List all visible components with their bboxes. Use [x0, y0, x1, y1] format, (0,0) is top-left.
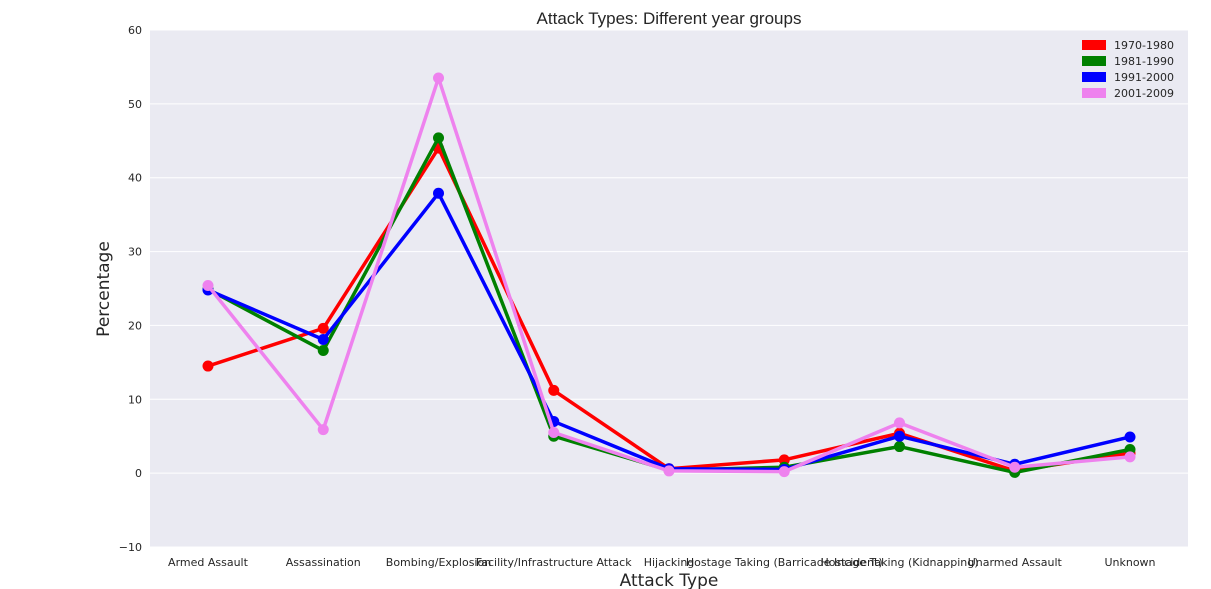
- legend-swatch: [1082, 72, 1106, 82]
- x-axis-label: Attack Type: [620, 571, 719, 589]
- x-tick-label: Assassination: [286, 556, 361, 569]
- data-point: [317, 322, 329, 334]
- data-point: [1124, 451, 1136, 463]
- data-point: [894, 430, 905, 442]
- legend: 1970-1980 1981-1990 1991-2000 2001-2009: [1082, 39, 1174, 100]
- data-point: [433, 72, 444, 84]
- x-tick-label: Hostage Taking (Kidnapping): [820, 556, 978, 569]
- legend-swatch: [1082, 56, 1106, 66]
- y-tick-label: 10: [128, 393, 142, 406]
- data-point: [433, 187, 444, 199]
- data-point: [778, 466, 790, 478]
- data-point: [317, 345, 329, 357]
- x-tick-label: Unknown: [1104, 556, 1155, 569]
- legend-label: 1970-1980: [1114, 39, 1174, 52]
- x-tick-label: Hostage Taking (Barricade Incident): [686, 556, 883, 569]
- legend-label: 1981-1990: [1114, 55, 1174, 68]
- x-tick-label: Hijacking: [644, 556, 695, 569]
- data-point: [1124, 431, 1136, 443]
- x-tick-label: Unarmed Assault: [968, 556, 1063, 569]
- chart-title: Attack Types: Different year groups: [537, 9, 802, 28]
- data-point: [317, 333, 329, 345]
- y-tick-label: 20: [128, 319, 142, 332]
- legend-label: 1991-2000: [1114, 71, 1174, 84]
- series-lines: [202, 72, 1136, 478]
- series-2001-2009: [202, 72, 1136, 478]
- data-point: [202, 280, 214, 292]
- y-tick-label: 40: [128, 172, 142, 185]
- x-tick-label: Facility/Infrastructure Attack: [476, 556, 632, 569]
- data-point: [548, 384, 560, 396]
- y-tick-label: 50: [128, 98, 142, 111]
- legend-swatch: [1082, 40, 1106, 50]
- x-tick-label: Armed Assault: [168, 556, 249, 569]
- data-point: [663, 465, 675, 477]
- legend-swatch: [1082, 88, 1106, 98]
- x-tick-label: Bombing/Explosion: [386, 556, 491, 569]
- data-point: [433, 132, 444, 144]
- legend-label: 2001-2009: [1114, 87, 1174, 100]
- data-point: [548, 427, 560, 439]
- y-tick-label: 30: [128, 246, 142, 259]
- y-tick-label: −10: [119, 541, 142, 554]
- y-tick-label: 0: [135, 467, 142, 480]
- x-axis-ticks: Armed Assault Assassination Bombing/Explos…: [168, 556, 1155, 569]
- data-point: [894, 417, 905, 429]
- data-point: [1009, 461, 1021, 473]
- y-tick-label: 60: [128, 24, 142, 37]
- data-point: [202, 360, 214, 372]
- data-point: [894, 441, 905, 453]
- data-point: [317, 424, 329, 436]
- y-axis-ticks: −10 0 10 20 30 40 50 60: [119, 24, 142, 554]
- y-axis-label: Percentage: [94, 241, 114, 337]
